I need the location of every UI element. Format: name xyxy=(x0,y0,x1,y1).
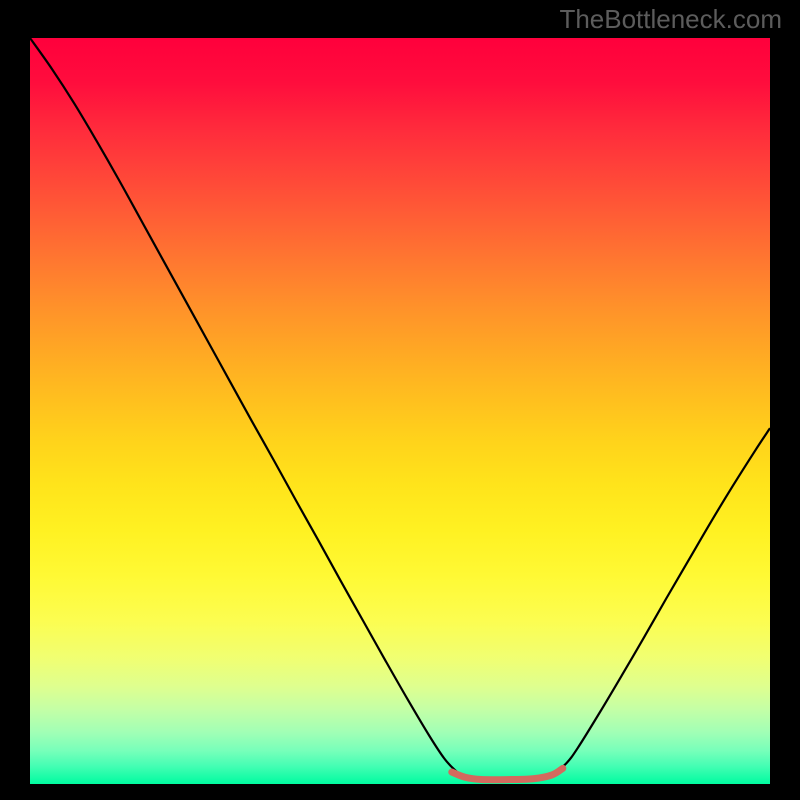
plot-area xyxy=(30,38,770,784)
bottom-marker xyxy=(452,768,563,779)
curve-layer xyxy=(30,38,770,784)
bottleneck-curve xyxy=(30,38,770,780)
watermark-text: TheBottleneck.com xyxy=(559,4,782,35)
chart-frame: TheBottleneck.com xyxy=(0,0,800,800)
